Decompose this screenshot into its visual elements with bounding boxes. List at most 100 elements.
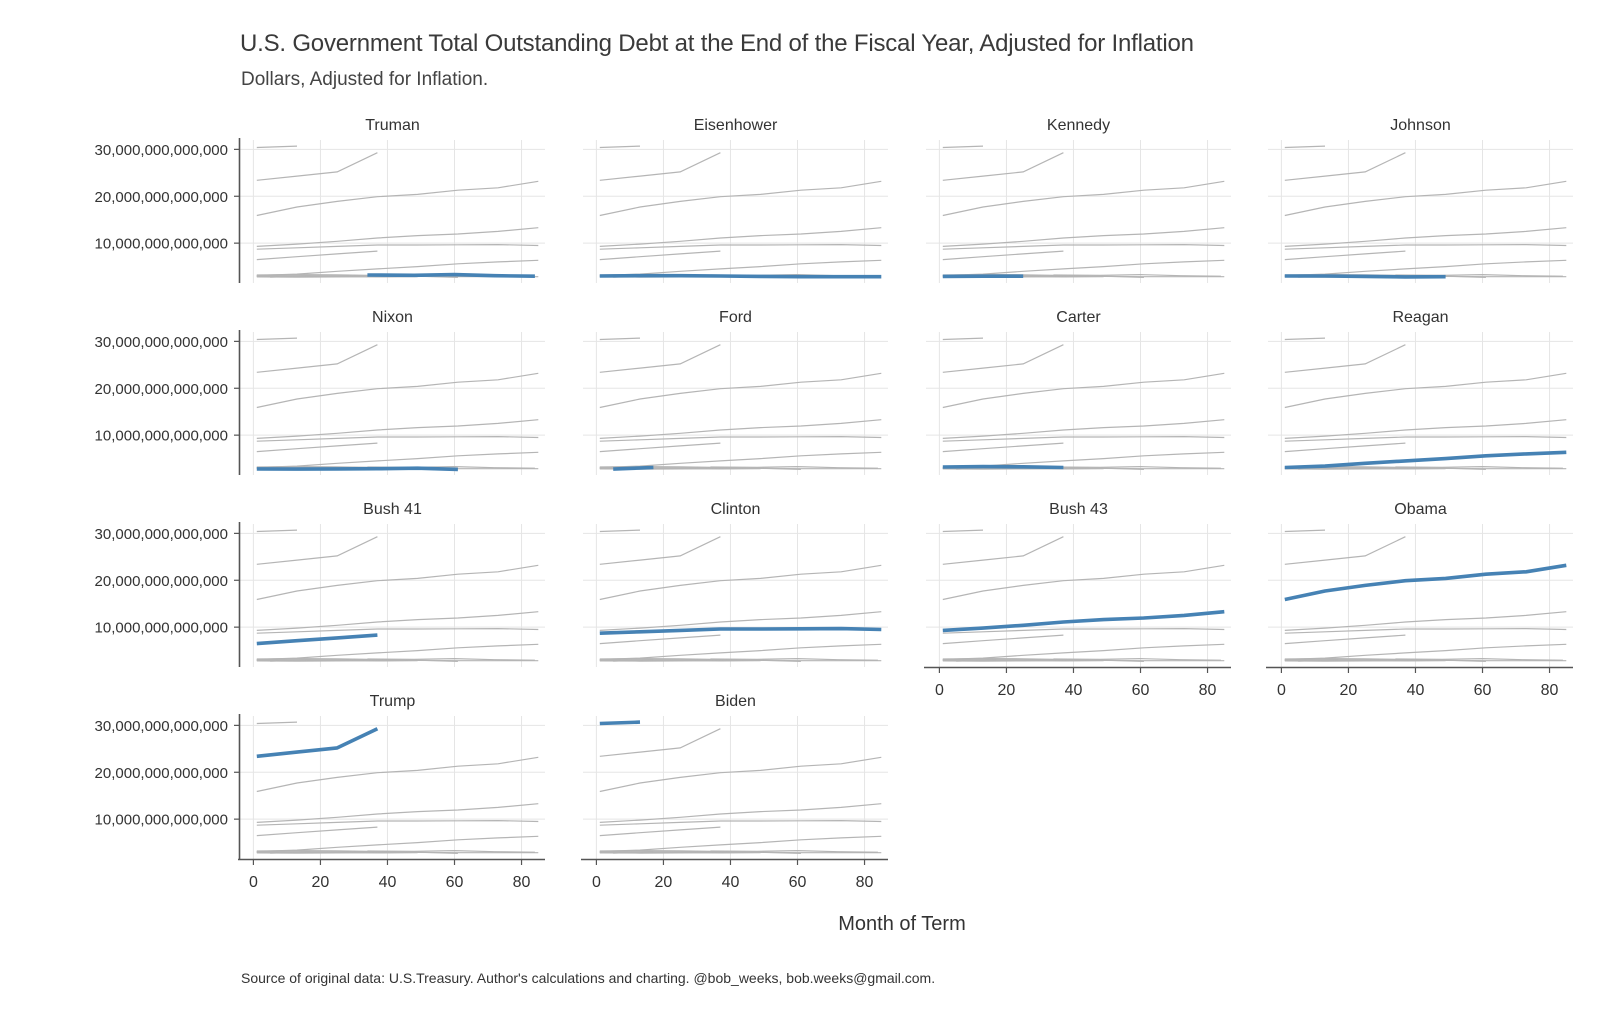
context-line-bush-41: [942, 442, 1064, 453]
context-line-reagan: [942, 643, 1225, 661]
y-tick-label: 20,000,000,000,000: [95, 189, 228, 206]
context-line-trump: [942, 152, 1064, 181]
context-line-ford: [956, 658, 997, 662]
highlight-line-clinton: [599, 626, 882, 635]
facet-label-reagan: Reagan: [1392, 309, 1448, 326]
facet-label-obama: Obama: [1394, 501, 1447, 518]
context-line-trump: [1284, 536, 1406, 565]
context-line-bush-43: [1284, 419, 1567, 439]
context-line-nixon: [599, 659, 801, 662]
context-line-bush-43: [599, 803, 882, 823]
x-tick-label: 80: [856, 874, 874, 891]
highlight-line-bush-43: [942, 609, 1225, 633]
context-line-obama: [256, 756, 539, 793]
facet-panel-trump: Trump 10,000,000,000,000 20,000,000,000,00…: [95, 693, 545, 891]
context-line-obama: [942, 372, 1225, 409]
x-tick-label: 0: [935, 682, 944, 699]
facet-label-biden: Biden: [715, 693, 756, 710]
facet-label-trump: Trump: [370, 693, 416, 710]
context-line-obama: [1284, 180, 1567, 217]
facet-label-bush-43: Bush 43: [1049, 501, 1108, 518]
context-line-reagan: [599, 835, 882, 853]
context-line-bush-43: [256, 611, 539, 631]
y-tick-label: 20,000,000,000,000: [95, 573, 228, 590]
highlight-line-johnson: [1284, 274, 1446, 279]
x-tick-label: 40: [379, 874, 397, 891]
facet-panel-reagan: Reagan: [1268, 309, 1573, 475]
context-line-reagan: [1284, 259, 1567, 277]
context-line-trump: [256, 536, 378, 565]
facet-panel-carter: Carter: [926, 309, 1231, 475]
context-line-trump: [599, 344, 721, 373]
context-line-clinton: [599, 435, 882, 442]
context-line-truman: [367, 657, 535, 661]
context-line-clinton: [1284, 435, 1567, 442]
context-line-bush-41: [1284, 442, 1406, 453]
context-line-bush-41: [599, 442, 721, 453]
facet-panel-bush-41: Bush 41 10,000,000,000,000 20,000,000,000,…: [95, 501, 545, 667]
y-tick-label: 20,000,000,000,000: [95, 381, 228, 398]
context-line-obama: [256, 180, 539, 217]
context-line-biden: [256, 337, 298, 341]
context-line-clinton: [1284, 627, 1567, 634]
x-tick-label: 20: [312, 874, 330, 891]
context-line-bush-41: [942, 250, 1064, 261]
highlight-line-nixon: [256, 466, 458, 472]
context-line-ford: [613, 850, 654, 854]
context-line-trump: [942, 344, 1064, 373]
y-tick-label: 30,000,000,000,000: [95, 334, 228, 351]
context-line-reagan: [599, 259, 882, 277]
facet-label-carter: Carter: [1056, 309, 1101, 326]
context-line-truman: [1395, 657, 1563, 661]
context-line-trump: [256, 344, 378, 373]
context-line-biden: [942, 529, 984, 533]
context-line-reagan: [256, 259, 539, 277]
x-tick-label: 20: [998, 682, 1016, 699]
highlight-line-ford: [613, 465, 654, 471]
x-tick-label: 40: [1065, 682, 1083, 699]
highlight-line-reagan: [1284, 450, 1567, 470]
context-line-bush-41: [1284, 634, 1406, 645]
context-line-ford: [270, 850, 311, 854]
x-tick-label: 0: [249, 874, 258, 891]
context-line-truman: [710, 465, 878, 469]
y-tick-label: 20,000,000,000,000: [95, 765, 228, 782]
context-line-nixon: [1284, 467, 1486, 470]
facet-label-truman: Truman: [365, 117, 420, 134]
y-tick-label: 10,000,000,000,000: [95, 620, 228, 637]
context-line-ford: [613, 658, 654, 662]
context-line-bush-43: [1284, 611, 1567, 631]
context-line-biden: [1284, 337, 1326, 341]
context-line-biden: [942, 145, 984, 149]
x-tick-label: 60: [446, 874, 464, 891]
facet-panel-bush-43: Bush 43 0 20 40 60 80: [924, 501, 1231, 699]
context-line-obama: [942, 180, 1225, 217]
context-line-biden: [599, 529, 641, 533]
context-line-trump: [1284, 344, 1406, 373]
context-line-bush-41: [256, 442, 378, 453]
context-line-bush-43: [599, 419, 882, 439]
highlight-line-trump: [256, 727, 379, 759]
y-tick-label: 30,000,000,000,000: [95, 142, 228, 159]
context-line-obama: [599, 180, 882, 217]
highlight-line-bush-41: [256, 633, 378, 646]
context-line-bush-41: [599, 634, 721, 645]
facet-label-nixon: Nixon: [372, 309, 413, 326]
facet-panel-nixon: Nixon 10,000,000,000,000 20,000,000,000,00…: [95, 309, 545, 475]
context-line-truman: [1395, 465, 1563, 469]
facet-panel-eisenhower: Eisenhower: [583, 117, 888, 283]
context-line-reagan: [256, 835, 539, 853]
context-line-clinton: [1284, 243, 1567, 250]
context-line-ford: [270, 658, 311, 662]
chart-title: U.S. Government Total Outstanding Debt a…: [240, 30, 1194, 57]
context-line-bush-43: [599, 227, 882, 247]
context-line-reagan: [599, 451, 882, 469]
context-line-ford: [1298, 466, 1339, 470]
x-tick-label: 20: [655, 874, 673, 891]
context-line-trump: [599, 728, 721, 757]
context-line-biden: [256, 145, 298, 149]
context-line-bush-43: [942, 419, 1225, 439]
context-line-truman: [367, 849, 535, 853]
context-line-truman: [710, 657, 878, 661]
context-line-truman: [1053, 273, 1221, 277]
